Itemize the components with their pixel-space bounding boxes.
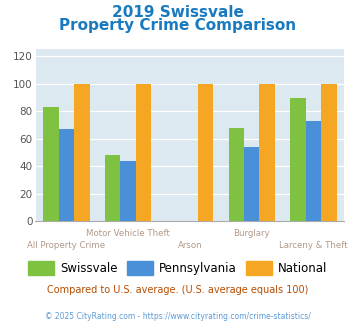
Bar	[105, 155, 120, 221]
Bar	[59, 129, 74, 221]
Bar	[136, 84, 151, 221]
Bar	[198, 84, 213, 221]
Bar	[120, 161, 136, 221]
Bar	[321, 84, 337, 221]
Bar	[306, 121, 321, 221]
Bar	[244, 147, 260, 221]
Text: Compared to U.S. average. (U.S. average equals 100): Compared to U.S. average. (U.S. average …	[47, 285, 308, 295]
Bar	[43, 107, 59, 221]
Bar	[260, 84, 275, 221]
Text: Motor Vehicle Theft: Motor Vehicle Theft	[86, 229, 170, 238]
Bar	[74, 84, 89, 221]
Text: Larceny & Theft: Larceny & Theft	[279, 241, 348, 250]
Legend: Swissvale, Pennsylvania, National: Swissvale, Pennsylvania, National	[22, 255, 333, 280]
Text: Property Crime Comparison: Property Crime Comparison	[59, 18, 296, 33]
Text: © 2025 CityRating.com - https://www.cityrating.com/crime-statistics/: © 2025 CityRating.com - https://www.city…	[45, 312, 310, 321]
Bar	[290, 98, 306, 221]
Text: 2019 Swissvale: 2019 Swissvale	[111, 5, 244, 20]
Text: All Property Crime: All Property Crime	[27, 241, 105, 250]
Bar	[229, 128, 244, 221]
Text: Burglary: Burglary	[233, 229, 270, 238]
Text: Arson: Arson	[178, 241, 202, 250]
